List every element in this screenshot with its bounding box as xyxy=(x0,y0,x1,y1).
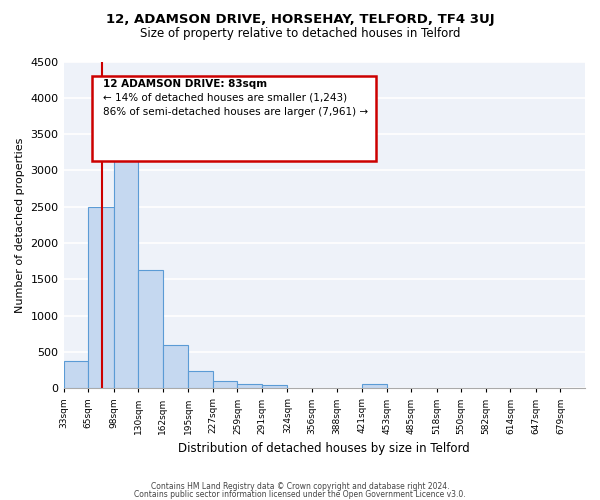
X-axis label: Distribution of detached houses by size in Telford: Distribution of detached houses by size … xyxy=(178,442,470,455)
Text: 86% of semi-detached houses are larger (7,961) →: 86% of semi-detached houses are larger (… xyxy=(103,106,368,117)
FancyBboxPatch shape xyxy=(92,76,376,161)
Bar xyxy=(188,371,213,388)
Bar xyxy=(138,270,163,388)
Bar xyxy=(362,384,386,388)
Bar xyxy=(64,360,88,388)
Text: Contains HM Land Registry data © Crown copyright and database right 2024.: Contains HM Land Registry data © Crown c… xyxy=(151,482,449,491)
Bar xyxy=(238,384,262,388)
Text: 12, ADAMSON DRIVE, HORSEHAY, TELFORD, TF4 3UJ: 12, ADAMSON DRIVE, HORSEHAY, TELFORD, TF… xyxy=(106,12,494,26)
Bar xyxy=(213,381,238,388)
Bar xyxy=(113,120,138,388)
Text: Size of property relative to detached houses in Telford: Size of property relative to detached ho… xyxy=(140,28,460,40)
Bar xyxy=(262,384,287,388)
Text: 12 ADAMSON DRIVE: 83sqm: 12 ADAMSON DRIVE: 83sqm xyxy=(103,80,267,90)
Y-axis label: Number of detached properties: Number of detached properties xyxy=(15,137,25,312)
Text: ← 14% of detached houses are smaller (1,243): ← 14% of detached houses are smaller (1,… xyxy=(103,92,347,102)
Text: Contains public sector information licensed under the Open Government Licence v3: Contains public sector information licen… xyxy=(134,490,466,499)
Bar xyxy=(88,206,113,388)
Bar xyxy=(163,344,188,389)
